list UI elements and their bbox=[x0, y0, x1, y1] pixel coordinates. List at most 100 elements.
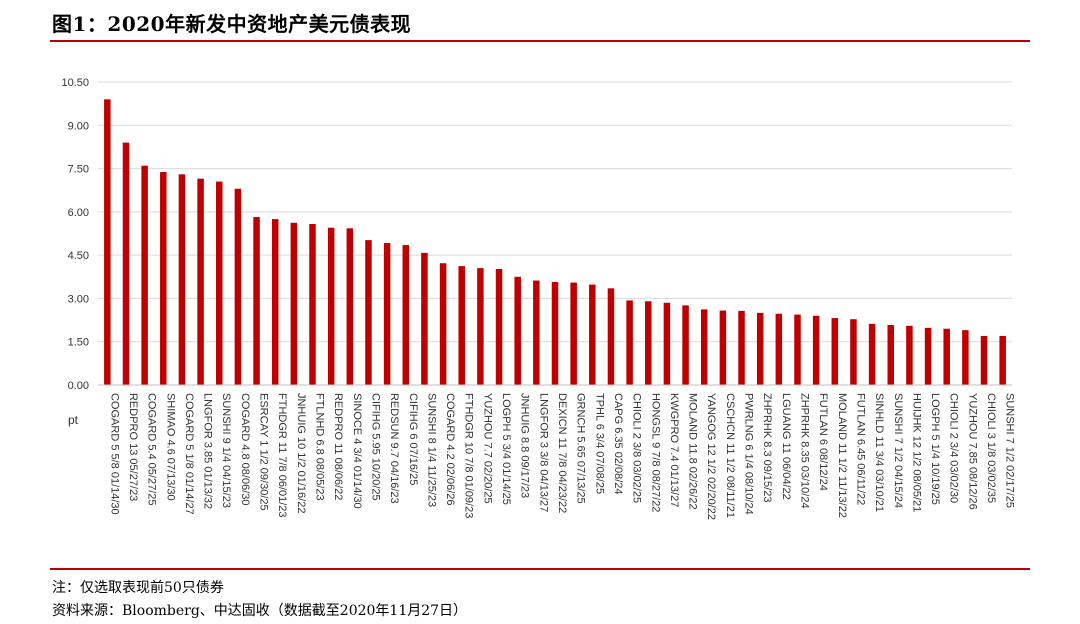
x-axis-ticks: COGARD 5 5/8 01/14/30 REDPRO 13 05/27/23 C… bbox=[108, 393, 1015, 520]
y-tick-label: 0.00 bbox=[68, 380, 89, 392]
bar bbox=[719, 310, 727, 385]
bar bbox=[551, 281, 559, 385]
bar bbox=[943, 328, 950, 385]
x-tick-label: PWRLNG 6 1/4 08/10/24 bbox=[743, 393, 755, 515]
bar bbox=[831, 318, 839, 385]
bar bbox=[309, 223, 316, 385]
x-tick-label: REDPRO 13 05/27/23 bbox=[127, 393, 139, 501]
x-tick-label: SUNSHI 9 1/4 04/15/23 bbox=[220, 393, 232, 508]
bar bbox=[253, 217, 260, 385]
x-tick-label: SUNSHI 7 1/2 02/17/25 bbox=[1004, 393, 1016, 508]
bar bbox=[234, 188, 242, 385]
x-tick-label: YUZHOU 7.85 08/12/26 bbox=[966, 393, 978, 510]
bar bbox=[104, 99, 111, 386]
bar bbox=[607, 288, 615, 385]
x-tick-label: COGARD 5 5/8 01/14/30 bbox=[108, 393, 120, 515]
bar bbox=[383, 243, 391, 385]
y-tick-label: 10.50 bbox=[61, 77, 89, 89]
bar bbox=[794, 314, 801, 385]
x-tick-label: CIFIHG 6 07/16/25 bbox=[407, 393, 419, 485]
x-tick-label: DEXICN 11 7/8 04/23/22 bbox=[556, 393, 568, 513]
figure-title: 图1：2020年新发中资地产美元债表现 bbox=[52, 12, 412, 36]
x-tick-label: REDSUN 9.7 04/16/23 bbox=[388, 393, 400, 504]
x-tick-label: SINOCE 4 3/4 01/14/30 bbox=[351, 393, 363, 509]
x-tick-label: COGARD 5 1/8 01/14/27 bbox=[183, 393, 195, 515]
bar-chart: 0.00 1.50 3.00 4.50 6.00 7.50 9.00 10.50 COGARD… bbox=[61, 77, 1015, 520]
x-tick-label: YANGOG 12 1/2 02/20/22 bbox=[705, 393, 717, 520]
x-tick-label: FTLNHD 6.8 08/05/23 bbox=[314, 393, 326, 501]
x-tick-label: YUZHOU 7.7 02/20/25 bbox=[481, 393, 493, 504]
bar bbox=[402, 245, 410, 385]
x-tick-label: FUTLAN 6.45 06/11/22 bbox=[854, 393, 866, 505]
bar bbox=[178, 174, 186, 385]
bar bbox=[589, 284, 596, 385]
bar bbox=[682, 305, 689, 385]
x-tick-label: FUTLAN 6 08/12/24 bbox=[817, 393, 829, 491]
x-tick-label: COGARD 4.8 08/06/30 bbox=[239, 393, 251, 506]
x-tick-label: FTHDGR 11 7/8 06/01/23 bbox=[276, 393, 288, 518]
x-tick-label: JNHUIG 8.8 09/17/23 bbox=[519, 393, 531, 498]
y-tick-label: 9.00 bbox=[68, 120, 89, 132]
bar bbox=[458, 266, 465, 385]
x-tick-label: CHIOLI 2 3/8 03/02/25 bbox=[631, 393, 643, 503]
x-tick-label: CHIOLI 3 1/8 03/02/35 bbox=[985, 393, 997, 503]
x-tick-label: GRNCH 5.65 07/13/25 bbox=[575, 393, 587, 504]
x-tick-label: MOLAND 11.8 02/26/22 bbox=[687, 393, 699, 510]
bar bbox=[700, 309, 708, 385]
bar bbox=[645, 301, 652, 385]
x-tick-label: ZHPRHK 8.3 09/15/23 bbox=[761, 393, 773, 502]
x-tick-label: LNGFOR 3 3/8 04/13/27 bbox=[537, 393, 549, 512]
x-tick-label: COGARD 4.2 02/06/26 bbox=[444, 393, 456, 506]
bar bbox=[738, 310, 745, 385]
x-tick-label: FTHDGR 10 7/8 01/09/23 bbox=[463, 393, 475, 518]
bar bbox=[906, 325, 913, 385]
x-tick-label: LOGPH 5 1/4 10/19/25 bbox=[929, 393, 941, 505]
x-tick-label: SUNSHI 8 1/4 11/25/23 bbox=[425, 393, 437, 507]
bar bbox=[327, 227, 335, 385]
bar bbox=[290, 222, 298, 385]
x-tick-label: CHIOLI 2 3/4 03/02/30 bbox=[948, 393, 960, 503]
x-tick-label: CIFIHG 5.95 10/20/25 bbox=[369, 393, 381, 501]
y-tick-label: 4.50 bbox=[68, 250, 89, 262]
x-tick-label: SHIMAO 4.6 07/13/30 bbox=[164, 393, 176, 501]
bar bbox=[962, 330, 969, 385]
bar bbox=[775, 313, 783, 385]
bar bbox=[850, 319, 857, 385]
bar bbox=[271, 219, 279, 385]
bar bbox=[122, 142, 130, 385]
x-tick-label: LOGPH 5 3/4 01/14/25 bbox=[500, 393, 512, 505]
title-rule bbox=[50, 40, 1030, 42]
x-tick-label: SINHLD 11 3/4 03/10/21 bbox=[873, 393, 885, 512]
x-tick-label: HONGSL 9 7/8 08/27/22 bbox=[649, 393, 661, 512]
x-tick-label: LGUANG 11 06/04/22 bbox=[780, 393, 792, 500]
x-tick-label: ESRCAY 1 1/2 09/30/25 bbox=[258, 393, 270, 511]
bar bbox=[160, 172, 167, 385]
bar bbox=[365, 240, 372, 385]
footer-rule bbox=[50, 568, 1030, 570]
bar bbox=[812, 315, 820, 385]
bar bbox=[141, 165, 148, 385]
bar bbox=[980, 335, 988, 385]
bar bbox=[346, 228, 354, 385]
x-tick-label: CSCHCN 11 1/2 08/11/21 bbox=[724, 393, 736, 518]
x-tick-label: CAPG 6.35 02/08/24 bbox=[612, 393, 624, 495]
x-tick-label: MOLAND 11 1/2 11/13/22 bbox=[836, 393, 848, 518]
bar bbox=[663, 302, 671, 385]
bar bbox=[924, 327, 932, 385]
source-note: 资料来源：Bloomberg、中达固收（数据截至2020年11月27日） bbox=[52, 603, 468, 619]
bar bbox=[999, 335, 1006, 385]
bar bbox=[439, 263, 447, 385]
x-tick-label: KWGPRO 7.4 01/13/27 bbox=[668, 393, 680, 507]
x-tick-label: JNHUIG 10 1/2 01/16/22 bbox=[295, 393, 307, 513]
bars bbox=[98, 99, 1012, 386]
y-tick-label: 7.50 bbox=[68, 164, 89, 176]
x-tick-label: LNGFOR 3.85 01/13/32 bbox=[202, 393, 214, 509]
x-tick-label: HUIJHK 12 1/2 08/05/21 bbox=[910, 393, 922, 512]
bar bbox=[570, 282, 577, 385]
x-tick-label: SUNSHI 7 1/2 04/15/24 bbox=[892, 393, 904, 508]
x-tick-label: TPHL 6 3/4 07/08/25 bbox=[593, 393, 605, 494]
bar bbox=[756, 312, 764, 385]
y-tick-label: 3.00 bbox=[68, 293, 89, 305]
bar bbox=[887, 324, 895, 385]
y-axis-label: pt bbox=[68, 413, 79, 427]
